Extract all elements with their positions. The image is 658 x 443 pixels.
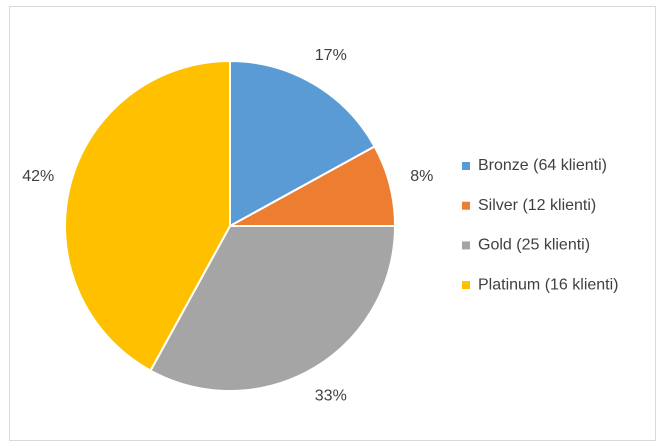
legend-label: Gold (25 klienti) — [478, 237, 590, 254]
legend-swatch — [462, 162, 470, 170]
data-label: 33% — [315, 388, 347, 405]
data-label: 42% — [22, 168, 54, 185]
legend-label: Silver (12 klienti) — [478, 197, 596, 214]
pie-slice — [229, 59, 376, 228]
legend-swatch — [462, 281, 470, 290]
pie-slice — [149, 225, 397, 392]
legend-swatch — [462, 241, 470, 250]
data-label: 8% — [410, 168, 433, 185]
pie-slice — [64, 59, 231, 372]
data-label: 17% — [315, 47, 347, 64]
legend-label: Platinum (16 klienti) — [478, 276, 619, 293]
legend-swatch — [462, 201, 470, 210]
legend-label: Bronze (64 klienti) — [478, 157, 607, 174]
